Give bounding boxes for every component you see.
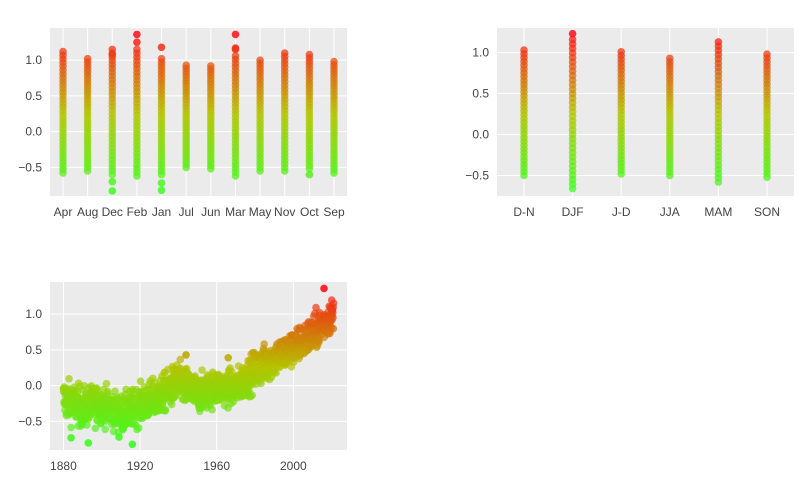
panel-1-point <box>330 57 338 66</box>
panel-1-point <box>83 54 92 63</box>
panel-1-x-tick-label: Mar <box>225 205 246 219</box>
panel-2-x-tick-label: J-D <box>612 205 631 219</box>
panel-3-point <box>83 421 91 429</box>
panel-3-y-tick-label: 0.0 <box>25 379 42 393</box>
panel-1-y-tick-label: 0.0 <box>25 125 42 139</box>
panel-1-point <box>231 45 240 54</box>
panel-3-point <box>176 355 185 364</box>
panel-1-point <box>133 38 141 47</box>
panel-2-y-tick-label: 0.0 <box>472 128 489 142</box>
panel-3-point <box>208 405 216 414</box>
panel-1-point <box>157 43 166 52</box>
panel-3-point <box>167 400 176 409</box>
panel-2-point <box>568 35 577 44</box>
panel-3-point <box>102 379 111 388</box>
panel-3-point <box>128 440 137 449</box>
panel-1-y-tick-label: −0.5 <box>18 160 42 174</box>
panel-3-point <box>248 391 257 400</box>
panel-3-point <box>92 384 101 392</box>
panel-2-point <box>714 38 723 46</box>
panel-1-x-tick-label: Jul <box>179 205 194 219</box>
panel-1-point <box>108 177 117 186</box>
panel-1-point <box>59 47 67 56</box>
panel-1-x-tick-label: Jan <box>152 205 171 219</box>
panel-3-point <box>260 340 269 348</box>
panel-3-y-tick-label: 0.5 <box>25 343 42 357</box>
panel-1-point <box>280 49 289 57</box>
panel-1-plot-area <box>50 28 347 196</box>
panel-1-point <box>256 56 264 64</box>
panel-3-point <box>67 434 75 442</box>
panel-3-point <box>84 439 93 447</box>
panel-2-point <box>617 48 625 56</box>
panel-3-point <box>182 351 190 359</box>
panel-3-point <box>134 424 143 432</box>
panel-1-point <box>182 61 190 69</box>
panel-3-point <box>111 387 119 396</box>
panel-2-x-tick-label: DJF <box>562 205 584 219</box>
panel-1-x-tick-label: Dec <box>102 205 123 219</box>
panel-3-point <box>272 369 280 377</box>
panel-3-y-tick-label: 1.0 <box>25 307 42 321</box>
panel-1-point <box>305 50 314 59</box>
panel-3-point <box>91 424 100 433</box>
panel-1-point <box>157 179 166 187</box>
panel-3-point <box>329 299 338 308</box>
panel-2-y-tick-label: 1.0 <box>472 46 489 60</box>
panel-3-point <box>101 425 109 434</box>
panel-1-y-tick-label: 1.0 <box>25 53 42 67</box>
panel-3-point <box>115 433 123 441</box>
panel-1-y-tick-label: 0.5 <box>25 89 42 103</box>
panel-1-x-tick-label: Oct <box>300 205 319 219</box>
panel-3-point <box>161 406 170 414</box>
panel-3-x-tick-label: 2000 <box>280 459 307 473</box>
panel-1-x-tick-label: Apr <box>54 205 73 219</box>
panel-1-point <box>157 54 166 63</box>
panel-2-y-tick-label: −0.5 <box>465 169 489 183</box>
panel-1-point <box>231 52 240 60</box>
panel-1-x-tick-label: May <box>249 205 272 219</box>
panel-3-point <box>65 375 73 383</box>
panel-3-point <box>329 313 337 322</box>
panel-1-point <box>133 30 141 39</box>
panel-1-x-tick-label: Jun <box>201 205 220 219</box>
panel-3-point <box>198 366 206 374</box>
panel-3-point <box>329 324 338 333</box>
panel-1-point <box>108 187 117 195</box>
panel-2-point <box>568 29 577 38</box>
panel-3-point <box>103 387 112 396</box>
panel-2-x-tick-label: SON <box>754 205 780 219</box>
panel-2-y-tick-label: 0.5 <box>472 87 489 101</box>
panel-1-x-tick-label: Nov <box>274 205 295 219</box>
panel-3-point <box>136 377 145 386</box>
panel-2-point <box>520 46 528 54</box>
panel-2-point <box>666 54 674 63</box>
panel-1-point <box>305 170 314 179</box>
panel-1-point <box>108 50 117 59</box>
panel-1-x-tick-label: Aug <box>77 205 98 219</box>
panel-1-point <box>207 62 215 70</box>
panel-1-point <box>231 30 240 39</box>
panel-3-point <box>224 354 232 362</box>
panel-1-point <box>133 45 141 54</box>
panel-3-point <box>320 284 328 293</box>
panel-1-point <box>157 186 166 195</box>
panel-3-x-tick-label: 1960 <box>203 459 230 473</box>
panel-1-x-tick-label: Sep <box>323 205 345 219</box>
panel-3-point <box>67 423 75 432</box>
panel-2-plot-area <box>497 28 794 196</box>
panel-2-x-tick-label: JJA <box>660 205 680 219</box>
panel-1-x-tick-label: Feb <box>127 205 148 219</box>
panel-3-x-tick-label: 1920 <box>127 459 154 473</box>
panel-2-point <box>763 50 771 58</box>
panel-3-y-tick-label: −0.5 <box>18 414 42 428</box>
panel-2-x-tick-label: MAM <box>704 205 732 219</box>
panel-2-x-tick-label: D-N <box>513 205 534 219</box>
panel-3-x-tick-label: 1880 <box>50 459 77 473</box>
panel-3-point <box>227 367 236 376</box>
